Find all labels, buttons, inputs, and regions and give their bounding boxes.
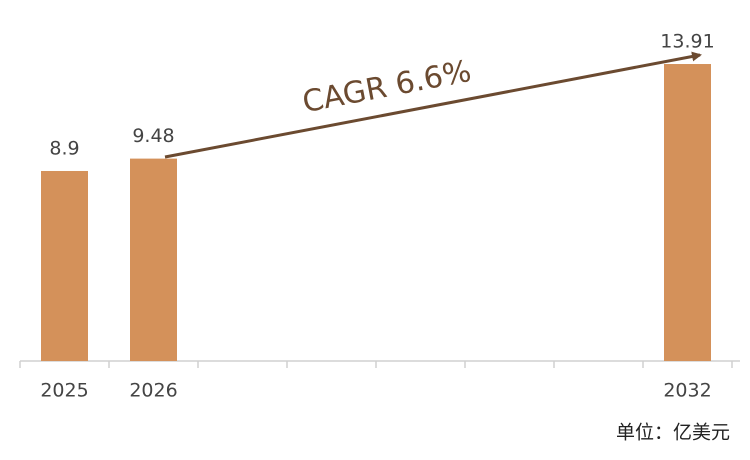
cagr-arrow bbox=[164, 51, 702, 159]
x-tick-label: 2026 bbox=[129, 380, 177, 402]
value-label: 8.9 bbox=[49, 137, 79, 159]
cagr-annotation: CAGR 6.6% bbox=[300, 54, 474, 120]
value-label: 13.91 bbox=[660, 31, 714, 53]
value-label: 9.48 bbox=[132, 125, 174, 147]
unit-note: 单位：亿美元 bbox=[616, 422, 730, 444]
x-tick-label: 2032 bbox=[663, 380, 711, 402]
x-tick-label: 2025 bbox=[40, 380, 88, 402]
bar bbox=[41, 170, 88, 361]
bar bbox=[130, 158, 177, 361]
bar bbox=[664, 64, 711, 362]
